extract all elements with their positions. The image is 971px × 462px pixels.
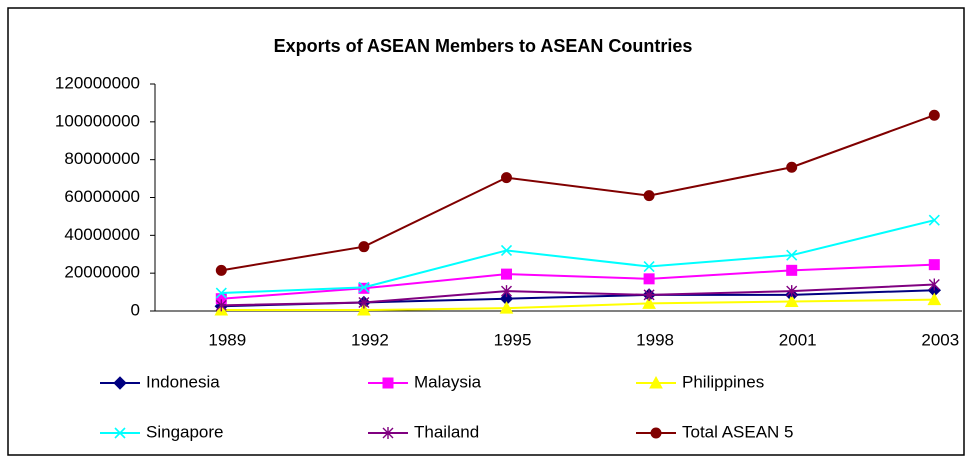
marker [643, 288, 655, 301]
y-tick-label: 120000000 [55, 73, 140, 92]
marker [784, 294, 799, 308]
marker [358, 296, 370, 309]
marker [215, 299, 227, 312]
marker [928, 278, 940, 291]
marker [928, 259, 940, 271]
marker [382, 377, 394, 389]
x-tick-label: 1992 [351, 330, 389, 349]
y-tick-label: 20000000 [64, 263, 140, 282]
marker [357, 303, 371, 316]
marker [358, 281, 370, 293]
marker [215, 287, 227, 299]
marker [786, 264, 798, 276]
x-tick-label: 2001 [779, 330, 817, 349]
series-line [221, 219, 935, 295]
marker [928, 214, 940, 226]
series-line [221, 114, 935, 272]
chart-title: Exports of ASEAN Members to ASEAN Countr… [274, 36, 693, 56]
legend-label: Indonesia [146, 372, 220, 391]
marker [382, 427, 394, 439]
x-tick-label: 2003 [921, 330, 959, 349]
series-line [221, 263, 935, 300]
marker [927, 292, 942, 306]
legend-label: Malaysia [414, 372, 482, 391]
marker [649, 375, 663, 389]
chart-border [7, 7, 965, 456]
legend-label: Thailand [414, 422, 479, 441]
series-line [221, 298, 935, 312]
legend-label: Philippines [682, 372, 764, 391]
marker [501, 285, 512, 298]
marker [499, 301, 514, 314]
y-tick-label: 0 [131, 300, 140, 319]
marker [113, 376, 127, 390]
y-tick-label: 40000000 [64, 225, 140, 244]
marker [358, 241, 370, 253]
y-tick-label: 100000000 [55, 111, 140, 130]
marker [642, 296, 656, 309]
marker [643, 273, 655, 285]
marker [500, 244, 513, 257]
x-tick-label: 1995 [494, 330, 532, 349]
marker [650, 427, 662, 439]
legend-label: Singapore [146, 422, 224, 441]
legend-label: Total ASEAN 5 [682, 422, 794, 441]
marker [114, 427, 126, 439]
y-tick-label: 80000000 [64, 149, 140, 168]
marker [786, 249, 798, 261]
x-tick-label: 1998 [636, 330, 674, 349]
marker [786, 285, 798, 298]
marker [501, 268, 512, 280]
marker [643, 190, 655, 202]
y-tick-label: 60000000 [64, 187, 140, 206]
marker [501, 172, 512, 184]
marker [786, 161, 798, 173]
marker [215, 264, 227, 276]
marker [928, 109, 940, 121]
series-line [221, 283, 935, 307]
marker [643, 260, 655, 273]
x-tick-label: 1989 [208, 330, 246, 349]
